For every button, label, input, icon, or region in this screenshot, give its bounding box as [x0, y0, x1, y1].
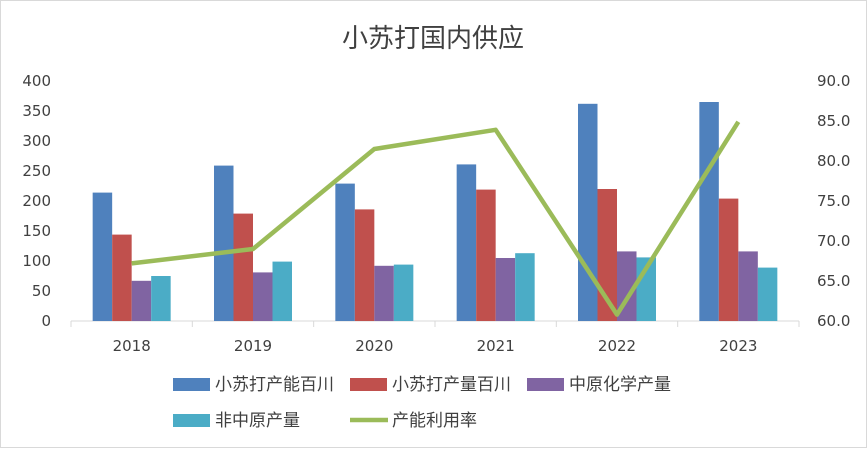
bar	[457, 164, 477, 321]
bar	[738, 251, 758, 321]
legend-label: 小苏打产量百川	[392, 375, 511, 395]
x-tick-label: 2020	[355, 337, 393, 355]
bar	[151, 276, 171, 321]
y-left-tick-label: 0	[41, 312, 51, 330]
bar	[719, 199, 739, 321]
bar	[374, 266, 394, 321]
y-left-tick-label: 50	[32, 282, 51, 300]
x-tick-label: 2022	[598, 337, 636, 355]
y-left-tick-label: 250	[22, 162, 51, 180]
bar-series-group	[93, 102, 778, 321]
y-right-tick-label: 90.0	[817, 72, 850, 90]
bar	[214, 166, 234, 321]
y-right-tick-label: 85.0	[817, 112, 850, 130]
legend-swatch	[350, 378, 387, 391]
y-right-tick-label: 80.0	[817, 152, 850, 170]
bar	[234, 214, 254, 321]
y-right-tick-label: 70.0	[817, 232, 850, 250]
y-left-tick-label: 400	[22, 72, 51, 90]
x-tick-label: 2019	[234, 337, 272, 355]
bar	[476, 190, 496, 321]
y-right-tick-label: 60.0	[817, 312, 850, 330]
bar	[496, 258, 515, 321]
bar	[132, 281, 152, 321]
legend-label: 产能利用率	[392, 411, 477, 431]
y-left-tick-label: 150	[22, 222, 51, 240]
bar	[394, 265, 414, 321]
legend-label: 小苏打产能百川	[215, 375, 334, 395]
x-tick-label: 2021	[477, 337, 515, 355]
bar	[253, 272, 273, 321]
y-left-tick-label: 350	[22, 102, 51, 120]
bar	[515, 253, 535, 321]
y-right-tick-label: 75.0	[817, 192, 850, 210]
bar	[578, 104, 598, 321]
legend-swatch	[173, 414, 210, 427]
bar	[355, 209, 375, 321]
chart-title: 小苏打国内供应	[342, 24, 524, 54]
bar	[112, 235, 131, 321]
x-tick-label: 2023	[719, 337, 757, 355]
bar	[273, 262, 293, 321]
bar	[699, 102, 719, 321]
y-left-tick-label: 300	[22, 132, 51, 150]
y-left-tick-label: 100	[22, 252, 51, 270]
y-left-tick-label: 200	[22, 192, 51, 210]
legend-swatch	[173, 378, 210, 391]
legend-label: 中原化学产量	[569, 375, 671, 395]
bar	[335, 184, 355, 321]
legend-label: 非中原产量	[215, 411, 300, 431]
bar	[93, 193, 113, 321]
y-right-tick-label: 65.0	[817, 272, 850, 290]
x-tick-label: 2018	[113, 337, 151, 355]
legend-swatch	[527, 378, 564, 391]
bar	[758, 268, 778, 321]
